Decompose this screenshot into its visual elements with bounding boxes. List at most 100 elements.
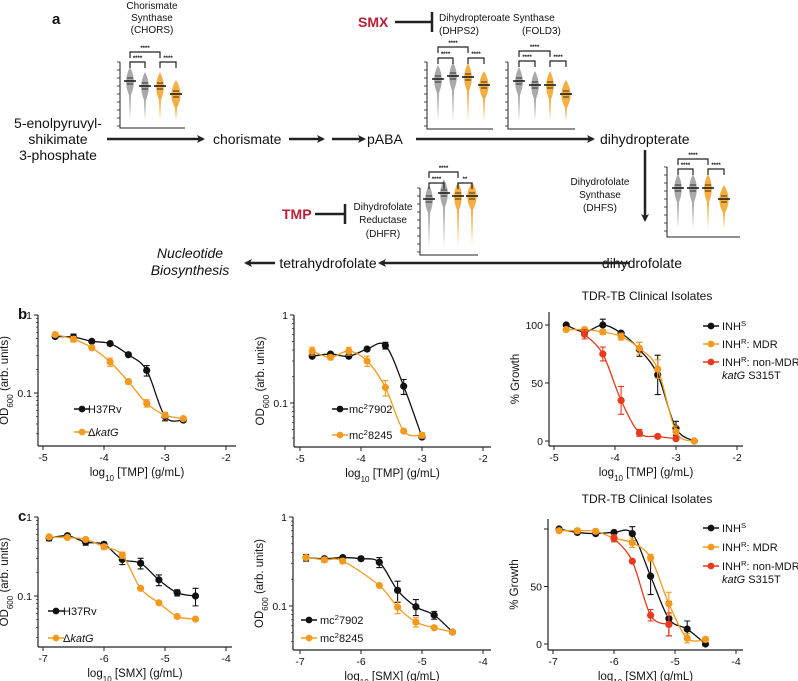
violin	[704, 174, 712, 229]
significance-bracket	[437, 57, 454, 64]
violin	[561, 80, 571, 121]
chart-c-1: -7 -6 -5 -4 1 0.1 log10 [SMX] (g/mL) OD600 (arb…	[0, 512, 232, 681]
significance-bracket	[159, 61, 177, 68]
significance-bracket	[129, 51, 161, 58]
dhfr-label-3: (DHFR)	[366, 229, 400, 240]
pathway-diagram: Chorismate Synthase (CHORS) 5-enolpyruvy…	[14, 1, 690, 278]
legend-label: mc27902	[349, 402, 392, 417]
data-point	[400, 382, 408, 390]
legend-label: ΔkatG	[63, 633, 94, 645]
x-tick-label: -6	[356, 656, 365, 668]
significance-bracket	[457, 182, 473, 189]
chors-label-3: (CHORS)	[131, 25, 174, 36]
x-axis-label-part: [SMX] (g/mL)	[112, 668, 183, 680]
x-axis-label-part: 10	[361, 475, 370, 484]
data-point	[106, 358, 114, 366]
paba-label: pABA	[367, 131, 403, 147]
x-tick-label: -4	[221, 653, 230, 665]
legend-label-line2-part: S315T	[745, 370, 781, 382]
legend-label-part: 8245	[339, 633, 363, 645]
y-tick-label: 1	[281, 512, 287, 524]
legend-label-part: H37Rv	[88, 404, 122, 416]
legend-label: INHR: non-MDR	[722, 355, 798, 370]
significance-bracket-stars: ****	[553, 55, 563, 61]
significance-bracket-stars: ****	[448, 41, 458, 47]
significance-bracket-stars: ****	[163, 56, 173, 62]
data-point	[191, 615, 200, 623]
x-axis-label-part: log	[344, 671, 359, 681]
legend-label-part: 2	[364, 428, 368, 437]
chart-b-3: TDR-TB Clinical Isolates -5 -4 -3 -2 0 50 100 lo…	[510, 289, 798, 483]
legend-label-part: INH	[722, 321, 741, 333]
y-tick-label: 0.1	[272, 601, 287, 613]
data-point	[683, 634, 691, 642]
x-axis-label-part: log	[599, 467, 614, 479]
data-point	[82, 535, 90, 544]
significance-bracket-stars: ****	[471, 52, 481, 58]
data-point	[635, 429, 644, 437]
legend-label-part: katG	[70, 633, 94, 645]
legend-label-part: katG	[95, 427, 119, 439]
legend-marker	[707, 543, 715, 551]
significance-bracket	[518, 50, 551, 57]
data-point	[155, 599, 163, 607]
legend-label-part: 7902	[368, 404, 392, 416]
y-axis-label: % Growth	[510, 354, 522, 405]
x-axis-label: log10 [TMP] (g/mL)	[599, 467, 694, 483]
legend-marker	[305, 634, 313, 642]
x-tick-label: -5	[549, 452, 558, 464]
data-point	[394, 586, 402, 594]
chart-c-3: TDR-TB Clinical Isolates -7 -6 -5 -4 0 50 log10…	[509, 492, 798, 681]
y-axis-label-part: OD	[0, 408, 11, 425]
significance-bracket-stars: ****	[133, 56, 143, 62]
legend-label-part: INH	[722, 339, 741, 351]
series	[302, 553, 457, 636]
legend-marker	[305, 616, 313, 624]
significance-bracket-stars: ****	[530, 45, 540, 51]
violin	[689, 174, 697, 229]
x-tick-label: -5	[417, 656, 426, 668]
data-point	[375, 558, 383, 566]
data-point	[345, 352, 353, 360]
series	[580, 329, 680, 443]
data-point	[617, 396, 625, 404]
legend-label-part: INH	[722, 561, 741, 573]
y-axis-label-part: OD	[254, 611, 266, 628]
x-axis-label-part: [SMX] (g/mL)	[369, 671, 440, 681]
y-axis-label: OD600 (arb. units)	[254, 539, 270, 628]
significance-bracket	[518, 60, 536, 67]
nucleotide-label-1: Nucleotide	[157, 245, 223, 261]
data-point	[375, 581, 383, 590]
legend-item: H37Rv	[48, 606, 97, 618]
violin-plot-dhps2: **** **** ****	[424, 41, 493, 130]
legend-label-part: mc	[320, 633, 335, 645]
series	[610, 534, 673, 637]
violin-axes	[426, 62, 493, 130]
data-point	[124, 378, 132, 386]
violin-plot-dhfr: ******** **	[417, 166, 478, 256]
data-point	[610, 534, 618, 542]
data-point	[647, 611, 655, 619]
data-point	[635, 344, 644, 352]
y-tick-label: 1	[26, 310, 32, 322]
data-point	[418, 431, 426, 439]
y-axis-label: OD600 (arb. units)	[0, 537, 15, 626]
x-tick-label: -5	[295, 453, 304, 465]
violin-axes	[419, 188, 478, 256]
data-point	[647, 572, 655, 580]
violin	[479, 71, 489, 121]
legend-label-part: 8245	[368, 430, 392, 442]
fit-curve	[566, 328, 695, 442]
data-point	[51, 331, 59, 339]
legend-item: mc27902	[301, 613, 363, 627]
y-axis-label-part: % Growth	[510, 354, 522, 405]
data-point	[701, 635, 710, 644]
legend-marker	[78, 428, 86, 436]
panel-label-a: a	[52, 11, 61, 28]
enzyme-abundance-violin-plots: ******** ************ ************ ********…	[117, 41, 740, 256]
dhps2-label: (DHPS2)	[439, 26, 479, 37]
y-tick-label: 50	[531, 378, 543, 390]
legend-label-part: R	[741, 337, 747, 346]
y-tick-label: 100	[525, 320, 543, 332]
